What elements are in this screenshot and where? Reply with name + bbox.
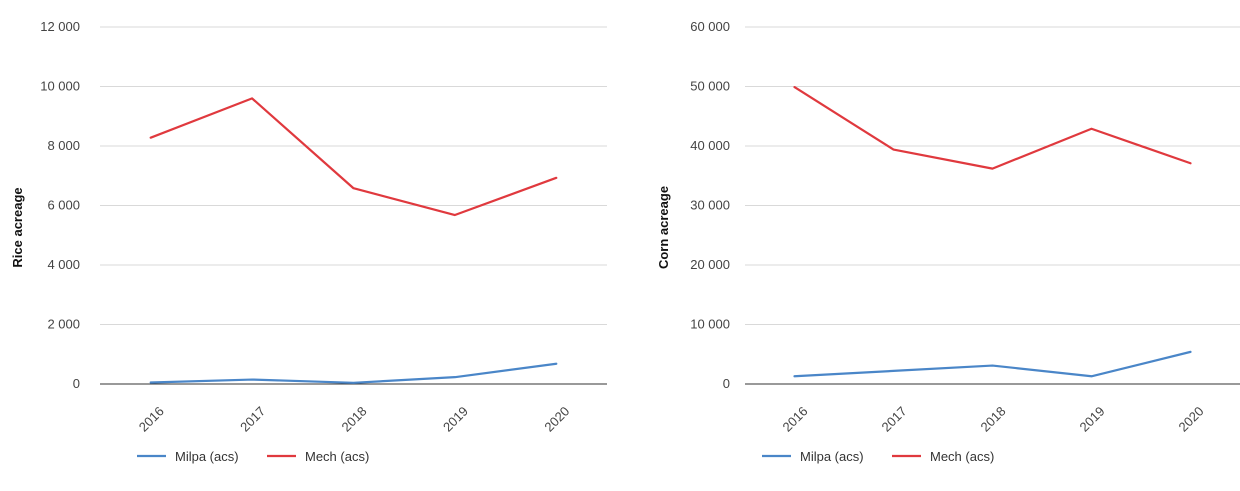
y-tick-label: 30 000	[690, 198, 730, 213]
y-tick-label: 20 000	[690, 257, 730, 272]
legend-label: Mech (acs)	[305, 449, 369, 464]
y-tick-label: 6 000	[47, 198, 80, 213]
corn-acreage-chart: 0 10 000 20 000 30 000 40 000 50 000 60 000 Cor…	[656, 19, 1240, 464]
y-tick-label: 4 000	[47, 257, 80, 272]
y-tick-label: 8 000	[47, 138, 80, 153]
x-tick-label: 2019	[1077, 404, 1108, 435]
x-tick-label: 2019	[440, 404, 471, 435]
y-tick-label: 2 000	[47, 317, 80, 332]
y-tick-label: 40 000	[690, 138, 730, 153]
y-axis-label: Rice acreage	[10, 187, 25, 267]
y-tick-label: 60 000	[690, 19, 730, 34]
x-tick-label: 2017	[879, 404, 910, 435]
y-tick-label: 10 000	[40, 79, 80, 94]
x-tick-label: 2020	[541, 404, 572, 435]
y-tick-label: 12 000	[40, 19, 80, 34]
x-tick-label: 2018	[978, 404, 1009, 435]
legend-label: Milpa (acs)	[800, 449, 864, 464]
series-line-mech	[149, 97, 558, 217]
x-tick-label: 2016	[780, 404, 811, 435]
series-line-mech	[793, 85, 1192, 170]
y-tick-label: 0	[73, 376, 80, 391]
y-tick-label: 0	[723, 376, 730, 391]
y-axis-label: Corn acreage	[656, 186, 671, 269]
legend-label: Mech (acs)	[930, 449, 994, 464]
x-tick-label: 2017	[237, 404, 268, 435]
legend-label: Milpa (acs)	[175, 449, 239, 464]
rice-acreage-chart: 0 2 000 4 000 6 000 8 000 10 000 12 000 Rice ac…	[10, 19, 607, 464]
y-tick-label: 50 000	[690, 79, 730, 94]
x-tick-label: 2018	[339, 404, 370, 435]
series-line-milpa	[793, 350, 1192, 378]
series-line-milpa	[149, 362, 558, 384]
x-tick-label: 2020	[1176, 404, 1207, 435]
y-tick-label: 10 000	[690, 317, 730, 332]
x-tick-label: 2016	[136, 404, 167, 435]
